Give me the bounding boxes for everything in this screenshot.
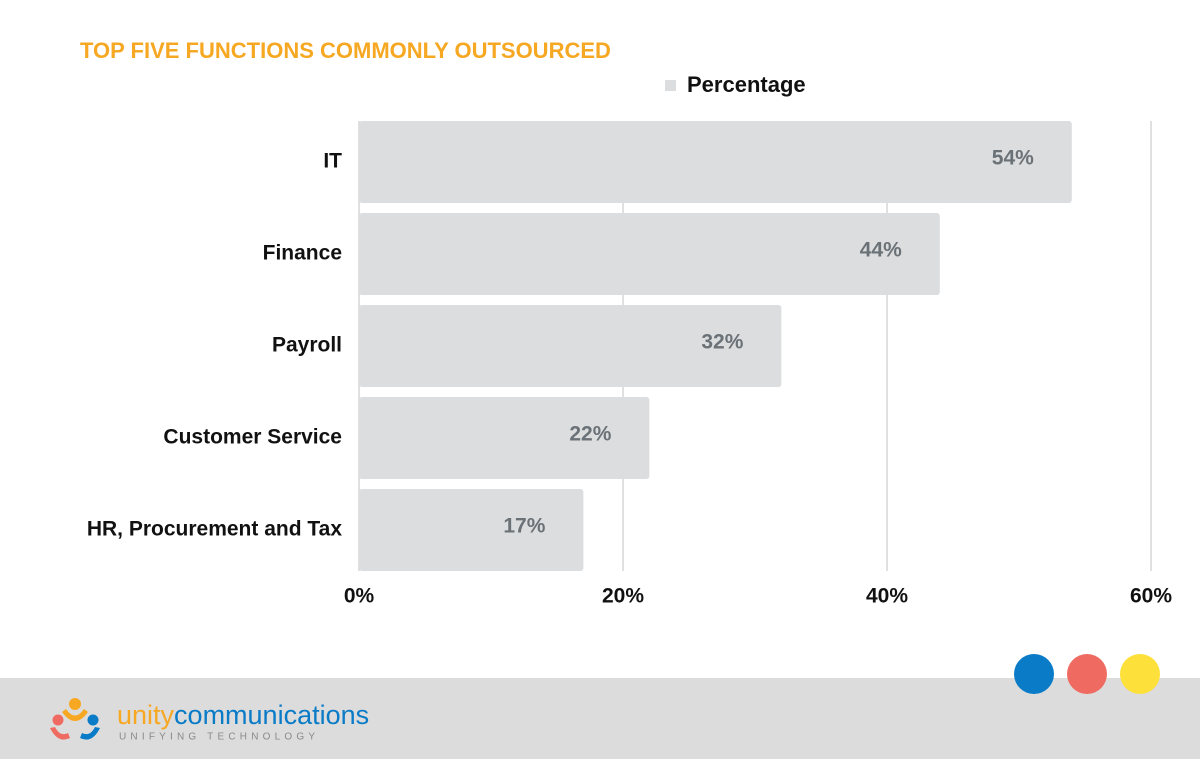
y-tick-label: HR, Procurement and Tax — [87, 518, 342, 541]
value-label: 32% — [701, 331, 743, 354]
bar — [359, 213, 940, 295]
logo-text: unitycommunications — [117, 700, 369, 730]
decor-dot — [1014, 654, 1054, 694]
plot: 0% 20% 40% 60% IT Finance Payroll Customer Serv… — [87, 72, 1173, 608]
y-tick-label: Customer Service — [163, 426, 342, 449]
logo-part: communications — [174, 700, 369, 730]
bar — [359, 489, 584, 571]
x-tick-label: 60% — [1130, 585, 1172, 608]
footer-band — [0, 678, 1200, 759]
x-tick-label: 0% — [344, 585, 375, 608]
x-tick-label: 20% — [602, 585, 644, 608]
y-tick-label: IT — [323, 150, 342, 173]
value-label: 44% — [860, 239, 902, 262]
bar — [359, 305, 782, 387]
logo-tagline: UNIFYING TECHNOLOGY — [119, 732, 319, 743]
chart-title: TOP FIVE FUNCTIONS COMMONLY OUTSOURCED — [80, 38, 611, 63]
logo-icon — [50, 698, 100, 740]
logo-part: unity — [117, 700, 175, 730]
value-label: 17% — [503, 515, 545, 538]
y-tick-label: Payroll — [272, 334, 342, 357]
legend-label: Percentage — [687, 72, 806, 97]
bar — [359, 397, 650, 479]
value-label: 22% — [569, 423, 611, 446]
value-label: 54% — [992, 147, 1034, 170]
decor-dot — [1067, 654, 1107, 694]
y-tick-label: Finance — [263, 242, 342, 265]
decor-dot — [1120, 654, 1160, 694]
x-tick-label: 40% — [866, 585, 908, 608]
bar — [359, 121, 1072, 203]
legend-swatch — [665, 80, 676, 91]
